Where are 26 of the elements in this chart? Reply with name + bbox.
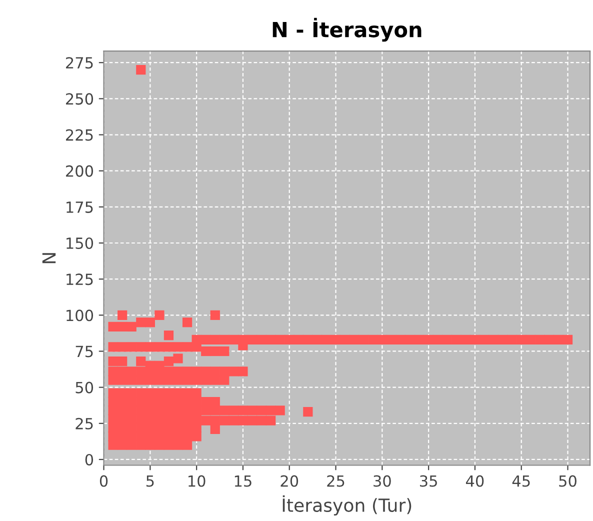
y-tick-label: 25 [76,418,93,430]
x-tick-label: 10 [188,475,206,487]
x-tick-label: 30 [374,475,391,487]
x-tick-label: 0 [100,475,108,487]
y-tick-label: 150 [66,237,94,250]
x-tick-label: 15 [234,475,252,487]
y-tick-label: 50 [76,382,94,394]
y-tick-label: 200 [66,165,94,177]
x-axis-title: İterasyon (Tur) [282,495,412,516]
x-tick-label: 35 [420,475,437,487]
x-tick-label: 5 [146,475,154,487]
chart-title: N - İterasyon [272,18,422,42]
y-tick-label: 100 [66,310,94,322]
x-tick-label: 40 [466,475,484,487]
y-tick-label: 275 [66,57,93,69]
y-tick-label: 225 [66,129,93,141]
y-tick-label: 0 [85,454,94,466]
x-tick-label: 45 [512,475,530,487]
y-tick-label: 75 [76,346,93,358]
x-tick-label: 50 [559,475,576,487]
y-tick-label: 125 [66,274,93,286]
x-tick-label: 20 [280,475,298,487]
x-tick-label: 25 [327,475,344,487]
y-tick-label: 250 [66,93,94,105]
y-axis-title: N [42,253,56,264]
y-tick-label: 175 [66,202,93,213]
